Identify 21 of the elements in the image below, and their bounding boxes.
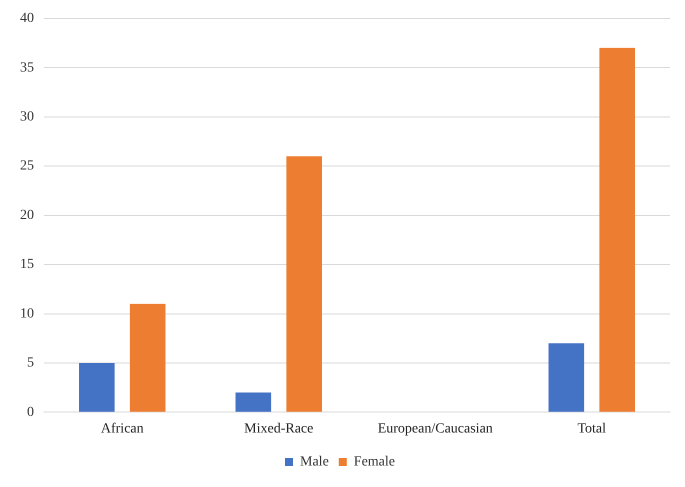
x-tick-label: European/Caucasian bbox=[378, 421, 493, 436]
bar bbox=[79, 362, 115, 412]
x-tick-label: Total bbox=[577, 421, 606, 436]
y-tick-label: 25 bbox=[20, 158, 34, 174]
bar bbox=[599, 48, 635, 412]
bar bbox=[286, 156, 322, 412]
y-tick-label: 20 bbox=[20, 208, 34, 223]
bar bbox=[236, 392, 272, 412]
x-tick-label: Mixed-Race bbox=[244, 421, 314, 436]
legend-label: Male bbox=[300, 454, 329, 470]
y-tick-label: 30 bbox=[20, 110, 34, 125]
y-tick-label: 0 bbox=[27, 404, 34, 420]
y-tick-label: 15 bbox=[20, 257, 34, 272]
bar bbox=[548, 343, 584, 412]
y-tick-label: 5 bbox=[27, 356, 34, 371]
x-tick-label: African bbox=[100, 421, 144, 436]
y-tick-label: 40 bbox=[20, 11, 34, 26]
bar bbox=[130, 304, 166, 412]
y-tick-label: 10 bbox=[20, 306, 34, 322]
legend-label: Female bbox=[354, 454, 395, 470]
y-tick-label: 35 bbox=[20, 60, 34, 76]
